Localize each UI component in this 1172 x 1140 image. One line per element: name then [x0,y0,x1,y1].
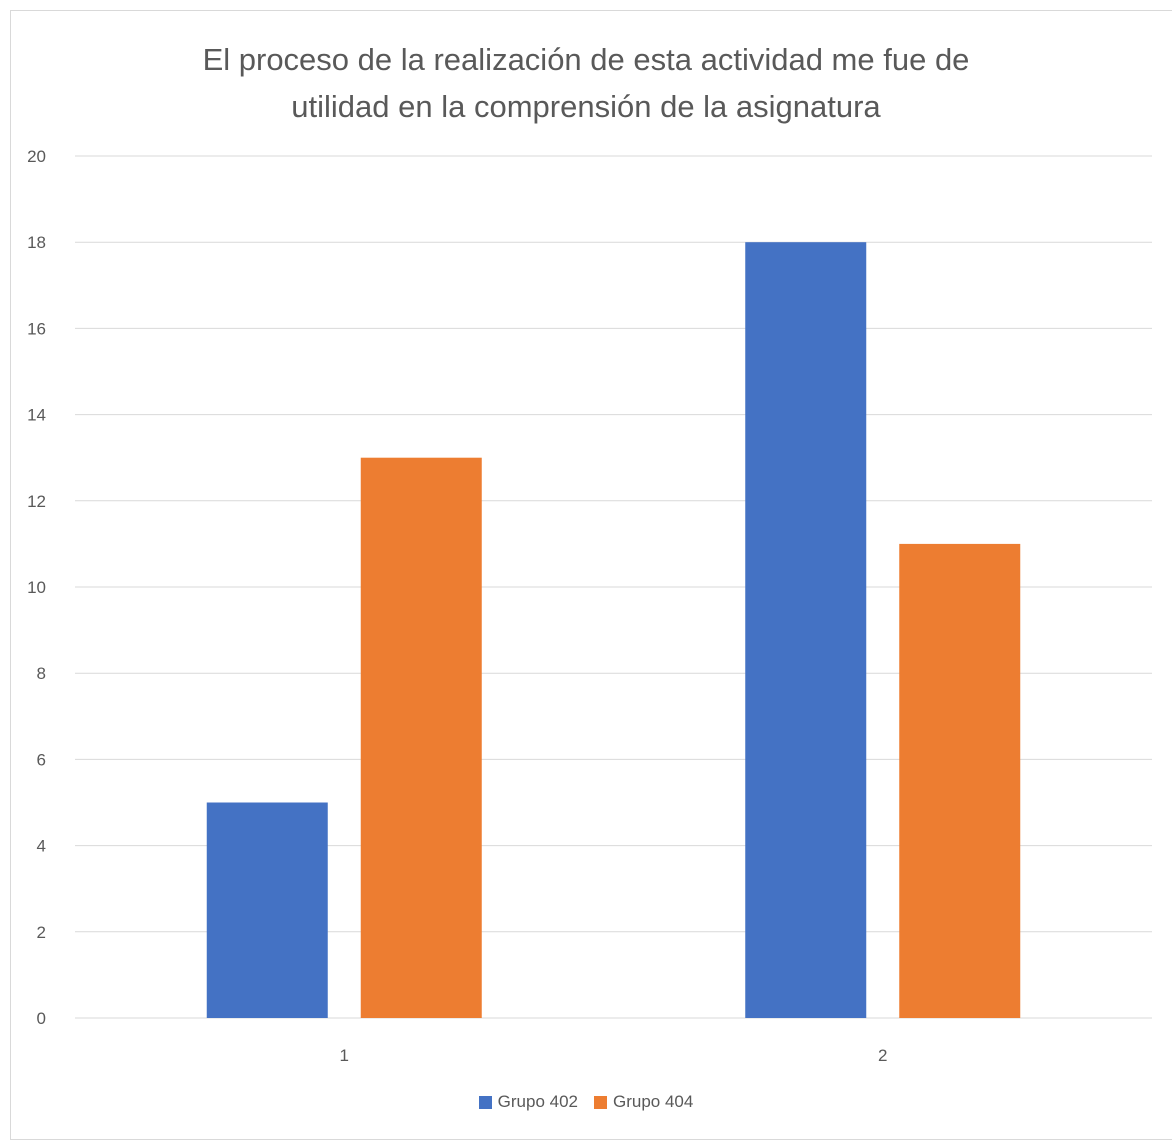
legend-label-grupo-402: Grupo 402 [497,1092,578,1111]
y-tick-label: 6 [37,750,46,769]
bar-grupo-404-cat-1 [360,457,482,1018]
chart-title: El proceso de la realización de esta act… [202,42,970,124]
legend-label-grupo-404: Grupo 404 [613,1092,694,1111]
y-tick-label: 12 [27,492,46,511]
y-tick-label: 10 [27,578,46,597]
chart-legend: Grupo 402 Grupo 404 [0,1092,1172,1112]
legend-item-grupo-402: Grupo 402 [478,1092,578,1112]
y-tick-label: 2 [37,923,46,942]
y-tick-label: 18 [27,233,46,252]
x-tick-label: 1 [340,1046,349,1065]
y-tick-label: 0 [37,1009,46,1028]
y-tick-label: 16 [27,319,46,338]
legend-swatch-grupo-404 [594,1095,607,1109]
bar-grupo-402-cat-2 [745,242,867,1018]
y-tick-label: 4 [37,837,46,856]
bar-grupo-402-cat-1 [206,802,328,1018]
y-tick-label: 14 [27,406,46,425]
bar-grupo-404-cat-2 [899,543,1021,1018]
y-tick-label: 20 [27,147,46,166]
legend-swatch-grupo-402 [478,1095,492,1109]
y-tick-label: 8 [37,664,46,683]
legend-item-grupo-404: Grupo 404 [594,1092,693,1112]
x-tick-label: 2 [878,1046,887,1065]
